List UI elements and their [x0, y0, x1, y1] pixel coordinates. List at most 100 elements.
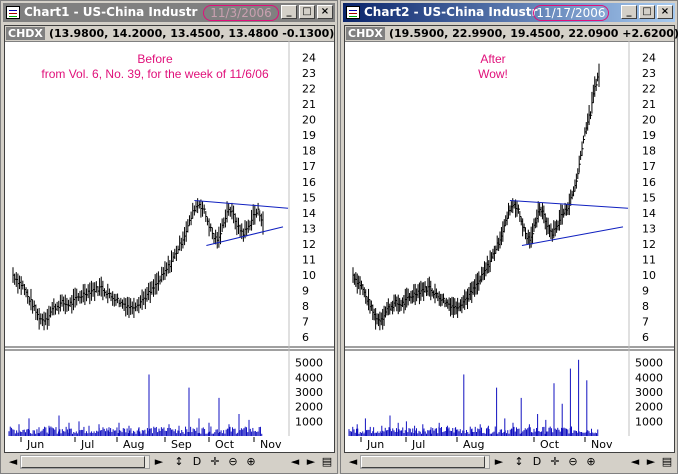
chart-window-1[interactable]: Chart1 - US-China Industr 11/3/2006 _ □ …: [0, 0, 338, 474]
close-button[interactable]: ×: [657, 5, 673, 19]
price-tick-label: 12: [642, 238, 656, 251]
page-right-button[interactable]: ►: [646, 455, 656, 468]
chart-window-2[interactable]: Chart2 - US-China Industr 11/17/2006 _ □…: [340, 0, 678, 474]
price-tick-label: 18: [642, 145, 656, 158]
price-tick-label: 21: [302, 98, 316, 111]
price-tick-label: 15: [642, 191, 656, 204]
volume-tick-label: 4000: [295, 371, 323, 384]
volume-tick-label: 5000: [635, 357, 663, 370]
ohlc-readout: (19.5900, 22.9900, 19.4500, 22.0900 +2.6…: [389, 27, 678, 40]
price-tick-label: 10: [302, 269, 316, 282]
price-volume-chart[interactable]: 6 7 8 9 10 11 12 13 14 15 16 17 18 19 20 21 22 23 24 100020…: [345, 41, 674, 452]
chart-app-icon[interactable]: [6, 6, 20, 19]
zoom-out-icon[interactable]: ⊖: [228, 455, 238, 468]
scroll-right-button[interactable]: ►: [154, 455, 164, 468]
price-tick-label: 17: [302, 160, 316, 173]
title-bar[interactable]: Chart1 - US-China Industr 11/3/2006 _ □ …: [3, 3, 335, 22]
price-tick-label: 18: [302, 145, 316, 158]
annotation-text: Before: [137, 52, 173, 66]
price-volume-chart[interactable]: 6 7 8 9 10 11 12 13 14 15 16 17 18 19 20 21 22 23 24 100020…: [5, 41, 334, 452]
price-tick-label: 22: [302, 83, 316, 96]
trendline-upper: [194, 199, 289, 209]
price-tick-label: 19: [642, 129, 656, 142]
price-tick-label: 24: [302, 51, 316, 64]
price-tick-label: 9: [642, 285, 649, 298]
minimize-button[interactable]: _: [281, 5, 297, 19]
window-title: Chart1 - US-China Industr: [24, 5, 198, 19]
page-right-button[interactable]: ►: [306, 455, 316, 468]
volume-tick-label: 3000: [295, 386, 323, 399]
price-tick-label: 8: [642, 300, 649, 313]
volume-tick-label: 2000: [635, 401, 663, 414]
maximize-button[interactable]: □: [299, 5, 315, 19]
price-tick-label: 20: [642, 114, 656, 127]
price-tick-label: 7: [642, 316, 649, 329]
price-header: CHDX (13.9800, 14.2000, 13.4500, 13.4800…: [5, 26, 334, 42]
price-tick-label: 22: [642, 83, 656, 96]
month-label: Nov: [591, 438, 613, 451]
annotation-text: from Vol. 6, No. 39, for the week of 11/…: [41, 67, 269, 81]
chart-toolbar: ◄ ► ↕ D ✛ ⊖ ⊕ ◄ ► ▤: [4, 453, 335, 472]
month-label: Sep: [171, 438, 192, 451]
display-button[interactable]: D: [532, 455, 542, 468]
price-tick-label: 13: [642, 222, 656, 235]
window-title: Chart2 - US-China Industr: [364, 5, 538, 19]
price-tick-label: 10: [642, 269, 656, 282]
volume-tick-label: 1000: [295, 415, 323, 428]
price-tick-label: 15: [302, 191, 316, 204]
month-label: Oct: [215, 438, 235, 451]
chart-area[interactable]: CHDX (19.5900, 22.9900, 19.4500, 22.0900…: [344, 25, 678, 453]
price-tick-label: 24: [642, 51, 656, 64]
month-label: Jun: [26, 438, 44, 451]
price-header: CHDX (19.5900, 22.9900, 19.4500, 22.0900…: [345, 26, 678, 42]
price-tick-label: 23: [302, 67, 316, 80]
move-icon[interactable]: ✛: [550, 455, 560, 468]
zoom-in-icon[interactable]: ⊕: [586, 455, 596, 468]
scrollbar-thumb[interactable]: [21, 456, 145, 468]
scroll-right-button[interactable]: ►: [494, 455, 504, 468]
date-badge: 11/17/2006: [533, 5, 609, 21]
month-label: Aug: [463, 438, 484, 451]
chart-area[interactable]: CHDX (13.9800, 14.2000, 13.4500, 13.4800…: [4, 25, 335, 453]
reset-scale-icon[interactable]: ↕: [514, 455, 524, 468]
zoom-out-icon[interactable]: ⊖: [568, 455, 578, 468]
chart-app-icon[interactable]: [346, 6, 360, 19]
maximize-button[interactable]: □: [639, 5, 655, 19]
price-tick-label: 20: [302, 114, 316, 127]
horizontal-scrollbar[interactable]: [20, 455, 150, 469]
month-label: Oct: [540, 438, 560, 451]
price-tick-label: 14: [302, 207, 316, 220]
month-label: Nov: [260, 438, 282, 451]
trendline-upper: [509, 199, 629, 209]
price-tick-label: 16: [302, 176, 316, 189]
display-button[interactable]: D: [192, 455, 202, 468]
page-left-button[interactable]: ◄: [290, 455, 300, 468]
menu-icon[interactable]: ▤: [661, 455, 673, 468]
scroll-left-button[interactable]: ◄: [8, 455, 18, 468]
price-tick-label: 21: [642, 98, 656, 111]
menu-icon[interactable]: ▤: [321, 455, 333, 468]
month-label: Aug: [123, 438, 144, 451]
title-bar[interactable]: Chart2 - US-China Industr 11/17/2006 _ □…: [343, 3, 675, 22]
annotation-text: Wow!: [478, 67, 508, 81]
price-tick-label: 11: [302, 254, 316, 267]
symbol-label: CHDX: [6, 27, 45, 40]
move-icon[interactable]: ✛: [210, 455, 220, 468]
scrollbar-thumb[interactable]: [361, 456, 485, 468]
trendline-lower: [206, 226, 284, 247]
close-button[interactable]: ×: [317, 5, 333, 19]
scroll-left-button[interactable]: ◄: [348, 455, 358, 468]
horizontal-scrollbar[interactable]: [360, 455, 490, 469]
price-tick-label: 14: [642, 207, 656, 220]
price-tick-label: 19: [302, 129, 316, 142]
volume-tick-label: 4000: [635, 371, 663, 384]
reset-scale-icon[interactable]: ↕: [174, 455, 184, 468]
price-tick-label: 11: [642, 254, 656, 267]
chart-toolbar: ◄ ► ↕ D ✛ ⊖ ⊕ ◄ ► ▤: [344, 453, 675, 472]
page-left-button[interactable]: ◄: [630, 455, 640, 468]
minimize-button[interactable]: _: [621, 5, 637, 19]
month-label: Jul: [411, 438, 425, 451]
month-label: Jul: [80, 438, 94, 451]
zoom-in-icon[interactable]: ⊕: [246, 455, 256, 468]
price-tick-label: 17: [642, 160, 656, 173]
